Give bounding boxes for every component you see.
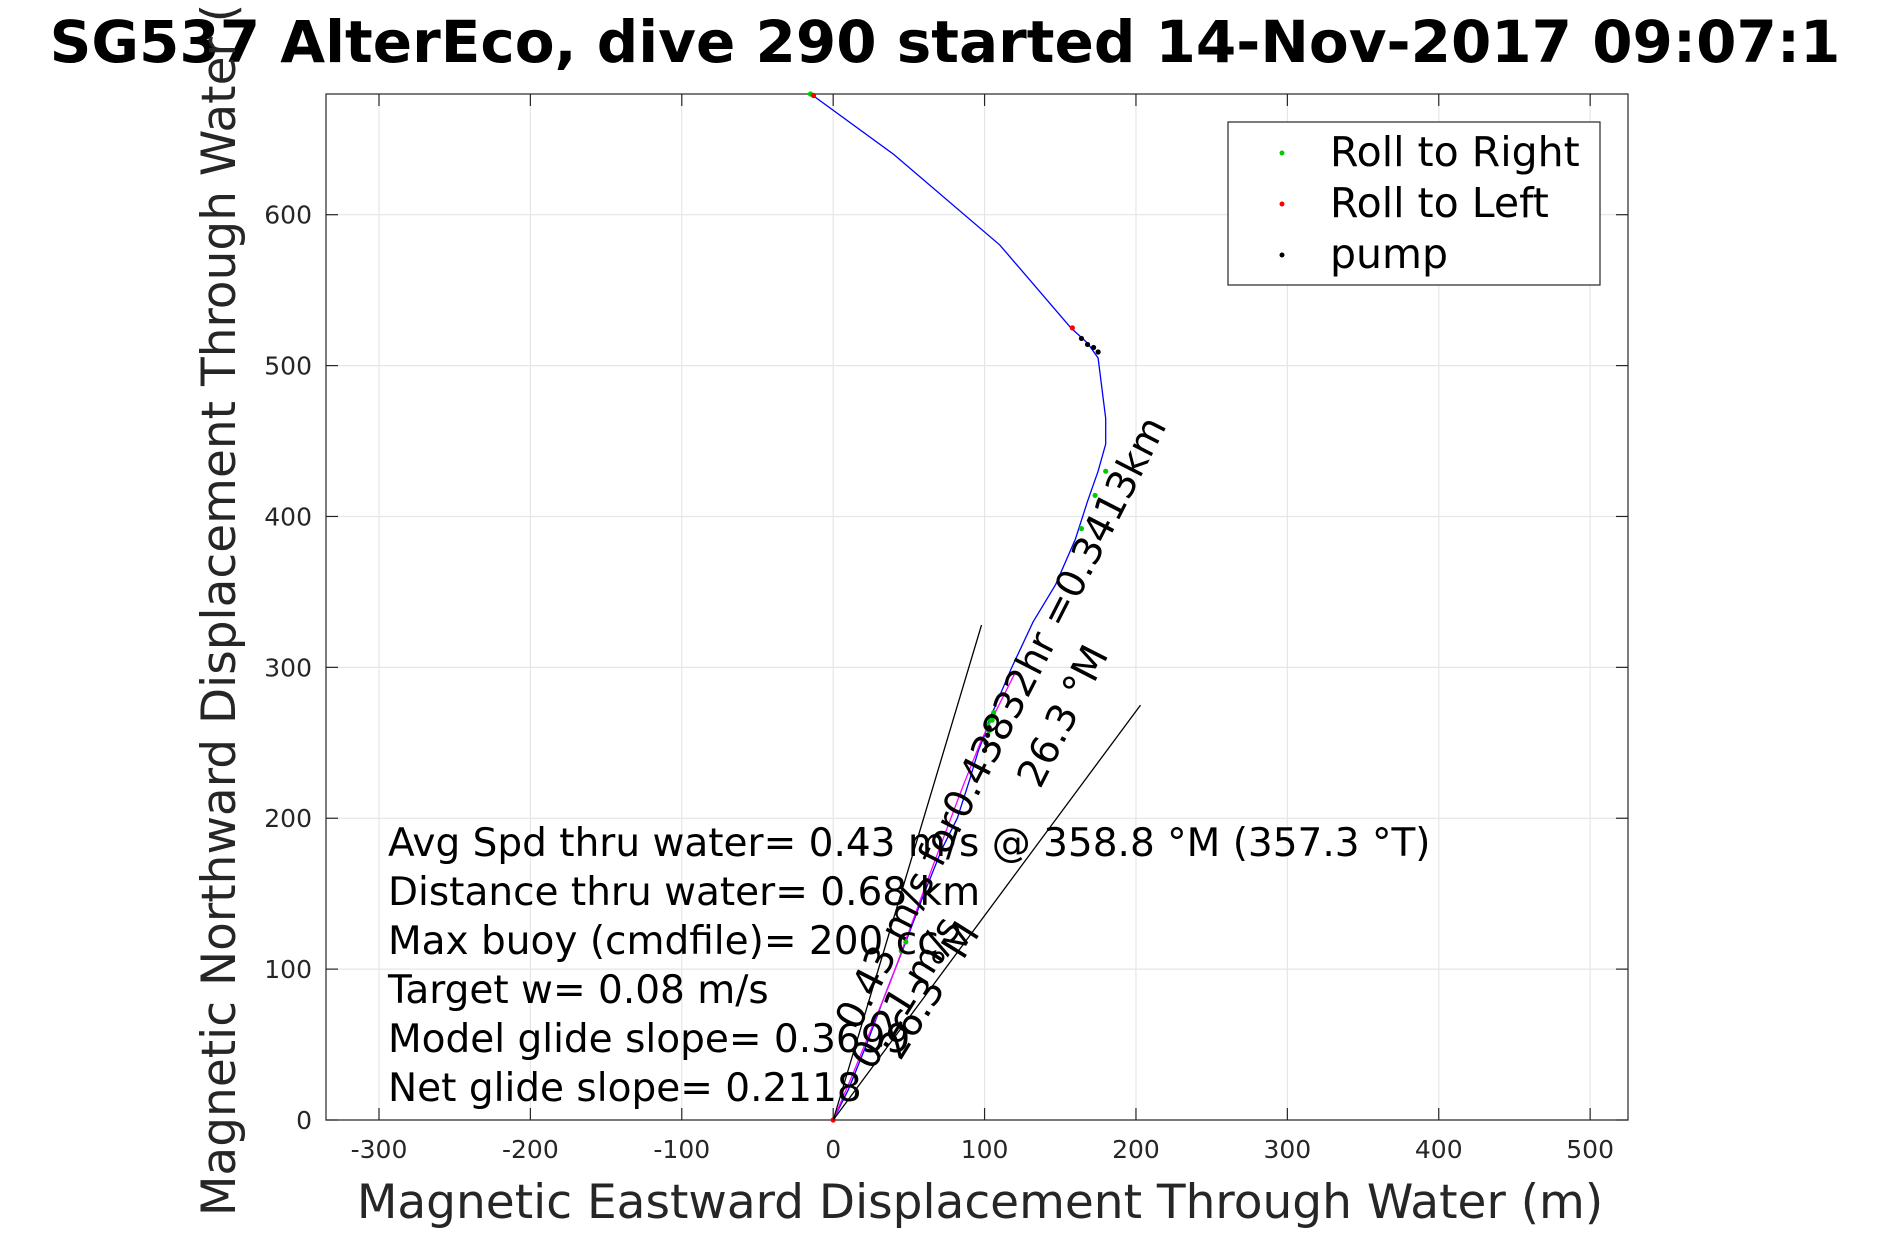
chart-title: SG537 AlterEco, dive 290 started 14-Nov-… bbox=[50, 8, 1841, 76]
scatter-point bbox=[903, 939, 909, 945]
legend-label-roll-left: Roll to Left bbox=[1330, 179, 1549, 227]
scatter-point bbox=[984, 732, 991, 738]
scatter-point bbox=[810, 92, 817, 99]
scatter-point bbox=[1095, 349, 1101, 355]
scatter-point bbox=[991, 710, 997, 716]
x-axis-label: Magnetic Eastward Displacement Through W… bbox=[357, 1175, 1603, 1230]
legend-box bbox=[1227, 121, 1601, 286]
legend-marker-pump bbox=[1279, 252, 1285, 258]
plot-area-frame bbox=[325, 93, 1629, 1121]
y-tick-label: 500 bbox=[264, 352, 312, 381]
stat-distance: Distance thru water= 0.68 km bbox=[388, 870, 980, 915]
legend-marker-roll-left bbox=[1279, 201, 1285, 207]
stat-max-buoy: Max buoy (cmdfile)= 200 cc bbox=[388, 919, 939, 964]
scatter-point bbox=[1092, 492, 1098, 498]
scatter-point bbox=[1084, 341, 1091, 348]
scatter-point bbox=[989, 717, 995, 723]
y-axis-label: Magnetic Northward Displacement Through … bbox=[192, 4, 247, 1216]
y-tick-label: 200 bbox=[264, 804, 312, 833]
scatter-point bbox=[986, 725, 992, 731]
y-tick-label: 100 bbox=[264, 955, 312, 984]
x-tick-label: 400 bbox=[1415, 1135, 1463, 1164]
scatter-point bbox=[981, 747, 988, 753]
stat-model-glide-slope: Model glide slope= 0.3699 bbox=[388, 1017, 910, 1062]
x-tick-label: 500 bbox=[1566, 1135, 1614, 1164]
x-tick-label: -200 bbox=[502, 1135, 559, 1164]
x-tick-label: 100 bbox=[961, 1135, 1009, 1164]
y-tick-label: 400 bbox=[264, 502, 312, 531]
y-tick-label: 300 bbox=[264, 653, 312, 682]
grid-lines bbox=[326, 94, 1628, 1121]
data-series bbox=[807, 91, 1142, 1123]
y-tick-label: 0 bbox=[296, 1106, 312, 1135]
scatter-point bbox=[1078, 525, 1085, 532]
scatter-point bbox=[898, 948, 904, 954]
x-tick-label: 200 bbox=[1112, 1135, 1160, 1164]
slanted-annotations: 0.43 m/s for0.43832hr =0.3413km 26.3 °M … bbox=[827, 409, 1176, 1077]
stats-annotation-block: Avg Spd thru water= 0.43 m/s @ 358.8 °M … bbox=[387, 821, 1431, 1111]
stat-avg-speed: Avg Spd thru water= 0.43 m/s @ 358.8 °M … bbox=[388, 821, 1431, 866]
scatter-point bbox=[1078, 335, 1085, 342]
legend-label-pump: pump bbox=[1330, 230, 1448, 278]
x-tick-label: -100 bbox=[653, 1135, 710, 1164]
slanted-speed-distance-note: 0.43 m/s for0.43832hr =0.3413km bbox=[827, 409, 1176, 1036]
scatter-point bbox=[1069, 325, 1075, 331]
scatter-point bbox=[1090, 344, 1097, 351]
y-tick-label: 600 bbox=[264, 201, 312, 230]
x-tick-label: 300 bbox=[1264, 1135, 1312, 1164]
scatter-point bbox=[1103, 468, 1109, 474]
series-line bbox=[832, 704, 1142, 1121]
x-tick-label: 0 bbox=[825, 1135, 841, 1164]
legend: Roll to Right Roll to Left pump bbox=[1227, 121, 1601, 286]
x-tick-label: -300 bbox=[351, 1135, 408, 1164]
series-line bbox=[832, 624, 983, 1121]
scatter-point bbox=[983, 740, 989, 746]
legend-marker-roll-right bbox=[1279, 150, 1285, 156]
axis-ticks: -300 -200 -100 0 100 200 300 400 500 0 100 200 300 40… bbox=[264, 94, 1628, 1164]
legend-label-roll-right: Roll to Right bbox=[1330, 128, 1580, 176]
stat-target-w: Target w= 0.08 m/s bbox=[387, 968, 769, 1013]
stat-net-glide-slope: Net glide slope= 0.2118 bbox=[388, 1066, 862, 1111]
